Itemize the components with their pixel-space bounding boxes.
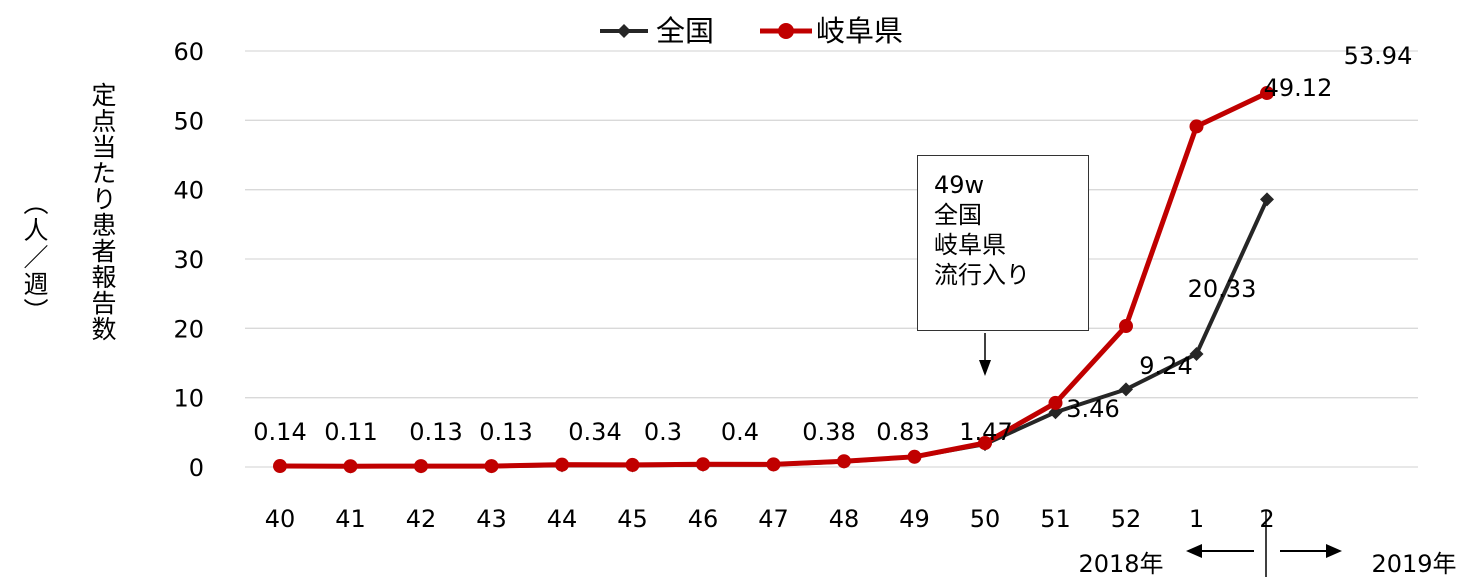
y-tick-label: 30 [173, 246, 204, 274]
epidemic-start-annotation: 49w 全国 岐阜県 流行入り [917, 155, 1089, 331]
x-tick-label: 41 [335, 505, 366, 533]
year-label-2019: 2019年 [1371, 550, 1456, 577]
annotation-line-epidemic: 流行入り [934, 261, 1030, 289]
x-tick-label: 46 [688, 505, 719, 533]
data-label: 0.13 [479, 418, 532, 446]
data-label: 0.13 [409, 418, 462, 446]
x-tick-label: 2 [1259, 505, 1274, 533]
y-tick-label: 40 [173, 177, 204, 205]
point-gifu [766, 457, 781, 472]
point-gifu [273, 459, 287, 474]
data-label: 3.46 [1066, 395, 1119, 423]
x-tick-label: 51 [1040, 505, 1071, 533]
point-gifu [696, 457, 710, 472]
gridlines [245, 50, 1418, 468]
data-label: 53.94 [1344, 42, 1413, 70]
data-labels: 0.14 0.11 0.13 0.13 0.34 0.3 0.4 0.38 0.83 1.47 3.… [253, 42, 1412, 446]
data-label: 0.83 [876, 418, 929, 446]
data-label: 0.14 [253, 418, 306, 446]
point-gifu [978, 436, 992, 451]
point-gifu [907, 449, 922, 464]
annotation-line-week: 49w [934, 171, 985, 199]
data-label: 49.12 [1264, 74, 1333, 102]
x-tick-label: 48 [829, 505, 860, 533]
x-tick-label: 44 [547, 505, 578, 533]
y-tick-label: 60 [173, 38, 204, 66]
arrow-right-head [1326, 544, 1342, 558]
x-tick-label: 50 [970, 505, 1001, 533]
x-axis-ticks: 40 41 42 43 44 45 46 47 48 49 50 51 52 1 2 [265, 505, 1275, 533]
point-national [1260, 192, 1274, 207]
point-gifu [1119, 319, 1133, 334]
arrow-left-head [1186, 544, 1202, 558]
y-tick-label: 20 [173, 315, 204, 343]
point-gifu [837, 454, 851, 469]
data-label: 0.4 [721, 418, 759, 446]
legend: 全国 岐阜県 [600, 14, 903, 48]
annotation-line-gifu: 岐阜県 [934, 231, 1006, 259]
point-gifu [484, 459, 499, 474]
legend-label-national: 全国 [656, 14, 714, 48]
y-tick-label: 10 [173, 385, 204, 413]
data-label: 0.34 [568, 418, 621, 446]
point-gifu [343, 459, 358, 474]
x-tick-label: 47 [758, 505, 789, 533]
y-axis-label: 定点当たり患者報告数 [88, 82, 117, 342]
point-national [1119, 382, 1133, 397]
x-tick-label: 49 [899, 505, 930, 533]
point-gifu [1189, 119, 1204, 134]
data-label: 0.3 [644, 418, 682, 446]
year-divider: 2018年 2019年 [1078, 511, 1457, 577]
annotation-line-national: 全国 [934, 201, 982, 229]
data-label: 0.11 [324, 418, 377, 446]
annotation-arrow-head [979, 360, 991, 376]
data-label: 9.24 [1139, 352, 1192, 380]
x-tick-label: 43 [476, 505, 507, 533]
point-gifu [414, 459, 428, 474]
data-label: 0.38 [802, 418, 855, 446]
legend-label-gifu: 岐阜県 [816, 14, 903, 48]
y-tick-label: 0 [189, 454, 204, 482]
point-national [1189, 346, 1204, 361]
x-tick-label: 1 [1189, 505, 1204, 533]
data-label: 1.47 [959, 418, 1012, 446]
y-axis-ticks: 0 10 20 30 40 50 60 [173, 38, 204, 482]
x-tick-label: 42 [406, 505, 437, 533]
y-axis-unit: （人／週） [20, 190, 49, 325]
x-tick-label: 40 [265, 505, 296, 533]
series-lines [273, 86, 1274, 474]
point-gifu [625, 457, 640, 472]
point-gifu [555, 457, 569, 472]
x-tick-label: 45 [617, 505, 648, 533]
x-tick-label: 52 [1111, 505, 1142, 533]
y-tick-label: 50 [173, 107, 204, 135]
data-label: 20.33 [1188, 275, 1257, 303]
point-gifu [1260, 86, 1274, 101]
legend-marker-gifu [778, 23, 794, 39]
legend-marker-national [617, 24, 631, 38]
point-gifu [1048, 395, 1063, 410]
year-label-2018: 2018年 [1078, 550, 1163, 577]
